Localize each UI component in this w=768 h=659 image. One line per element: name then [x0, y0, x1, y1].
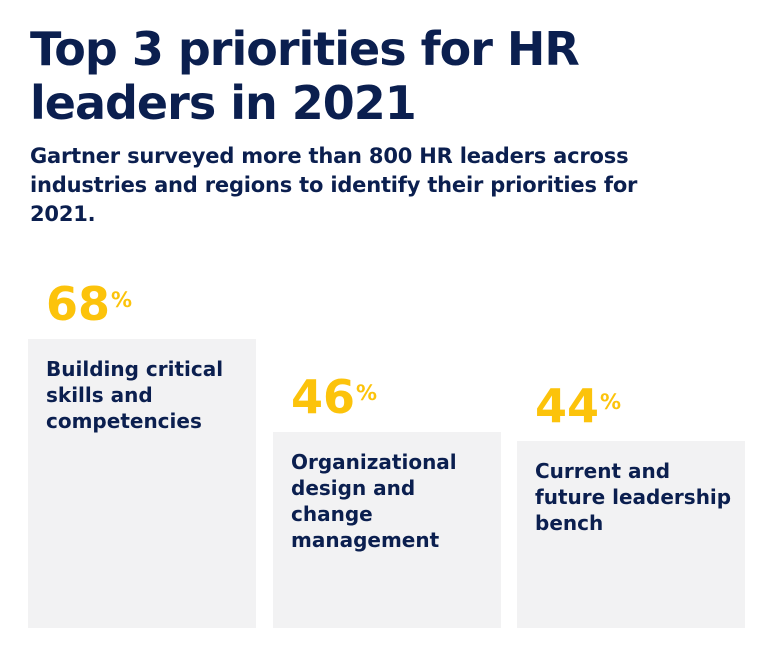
bar-organizational-design: Organizational design and change managem… — [273, 432, 501, 628]
bar-label: Building critical skills and competencie… — [46, 357, 224, 433]
chart-subtitle: Gartner surveyed more than 800 HR leader… — [30, 144, 638, 226]
bar-label: Organizational design and change managem… — [291, 450, 457, 552]
percent-sign: % — [111, 288, 133, 312]
bar-building-critical-skills: Building critical skills and competencie… — [28, 339, 256, 628]
value-number: 44 — [535, 379, 600, 433]
bar-leadership-bench: Current and future leadership bench — [517, 441, 745, 628]
value-number: 68 — [46, 277, 111, 331]
value-label: 44% — [535, 383, 621, 429]
value-label: 46% — [291, 374, 377, 420]
value-number: 46 — [291, 370, 356, 424]
percent-sign: % — [600, 390, 622, 414]
bar-label: Current and future leadership bench — [535, 459, 732, 535]
percent-sign: % — [356, 381, 378, 405]
chart-title: Top 3 priorities for HR leaders in 2021 — [30, 22, 580, 130]
value-label: 68% — [46, 281, 132, 327]
